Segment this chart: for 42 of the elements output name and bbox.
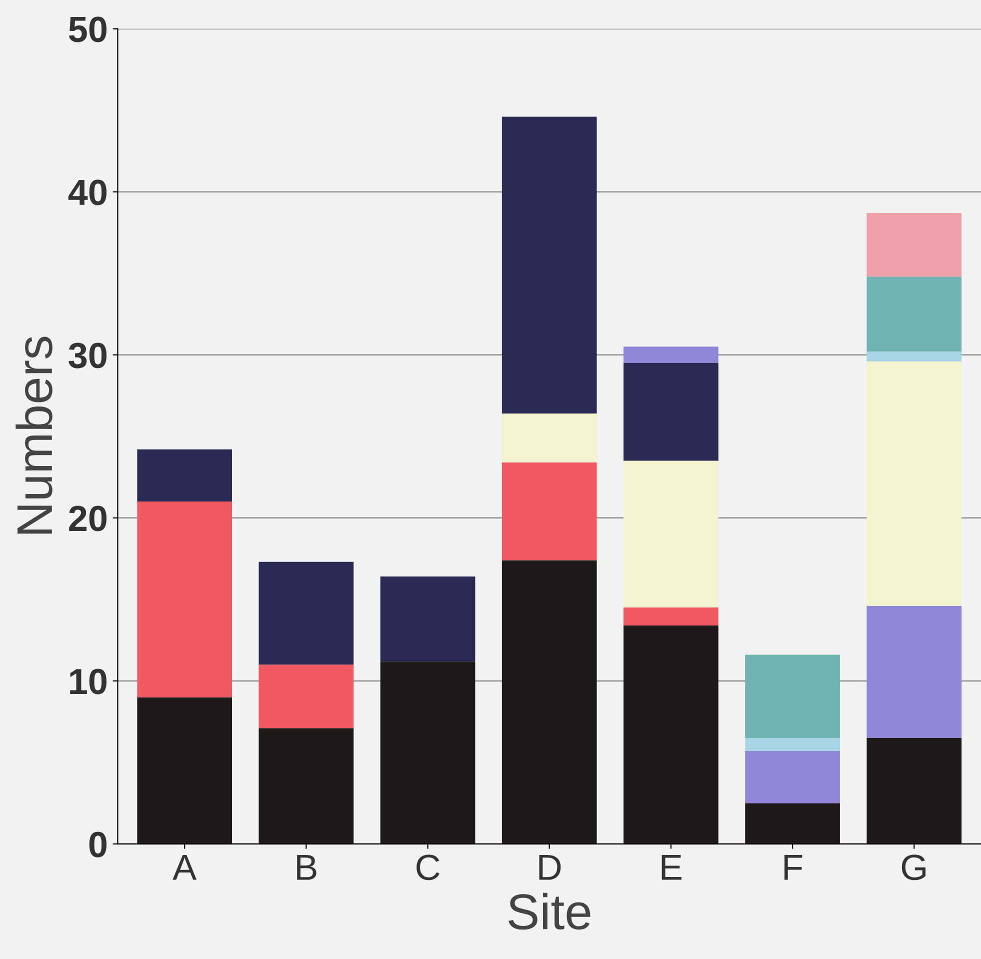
bar (258, 562, 354, 665)
bar (866, 738, 962, 844)
bar (745, 654, 840, 738)
bar (380, 576, 476, 662)
bar (624, 346, 718, 363)
bar (137, 502, 232, 698)
bar (866, 352, 962, 362)
bar (866, 361, 962, 606)
bar (502, 116, 597, 414)
bar (866, 606, 962, 738)
bar (137, 449, 232, 502)
y-tick-label: 40 (68, 180, 107, 206)
y-tick-label: 50 (68, 16, 107, 42)
x-tick-label: A (172, 854, 197, 880)
y-tick-label: 20 (69, 506, 107, 532)
bar (624, 460, 718, 608)
bar (502, 560, 597, 844)
bar (745, 803, 840, 844)
x-tick-label: E (662, 854, 682, 880)
bar (745, 738, 840, 751)
x-tick-label: C (416, 854, 440, 880)
x-tick-label: F (784, 854, 802, 880)
bar (745, 750, 840, 804)
x-tick-label: D (539, 854, 561, 880)
y-tick-label: 0 (89, 832, 107, 858)
bar (137, 697, 232, 844)
bar (258, 728, 354, 844)
y-tick-label: 30 (68, 342, 107, 368)
bar (380, 661, 476, 844)
x-tick-label: B (297, 854, 316, 880)
x-tick-label: G (902, 854, 926, 880)
bar (624, 625, 718, 844)
y-axis-title: Numbers (16, 336, 52, 534)
bar (624, 608, 718, 626)
bar (866, 212, 962, 277)
bar (258, 664, 354, 728)
y-tick-label: 10 (70, 668, 107, 694)
bar (502, 462, 597, 560)
bar (502, 414, 597, 462)
bar (624, 362, 718, 461)
bar (866, 276, 962, 352)
x-axis-title: Site (508, 892, 590, 930)
